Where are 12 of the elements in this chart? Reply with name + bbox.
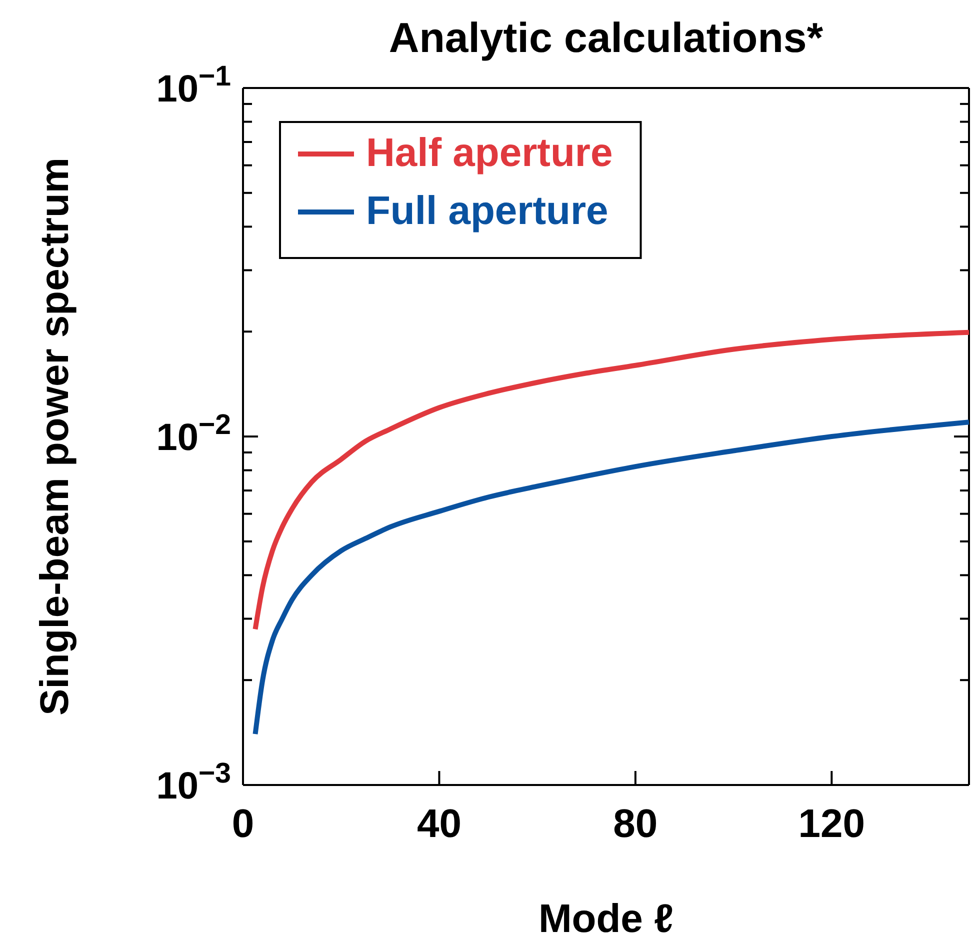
x-tick-label: 80 [613, 802, 658, 846]
chart-title: Analytic calculations* [388, 14, 824, 61]
x-tick-label: 40 [416, 802, 462, 846]
x-tick-label: 0 [232, 802, 254, 846]
legend-label: Half aperture [366, 131, 613, 175]
x-tick-label: 120 [798, 802, 866, 846]
y-axis-title: Single-beam power spectrum [33, 158, 77, 716]
y-tick-label: 10$^{−2}$ [156, 408, 231, 459]
y-tick-label: 10$^{−1}$ [156, 60, 232, 110]
x-axis-title: Mode ℓ [538, 897, 674, 941]
y-tick-label: 10$^{−3}$ [156, 757, 231, 808]
legend-label: Full aperture [366, 189, 608, 233]
